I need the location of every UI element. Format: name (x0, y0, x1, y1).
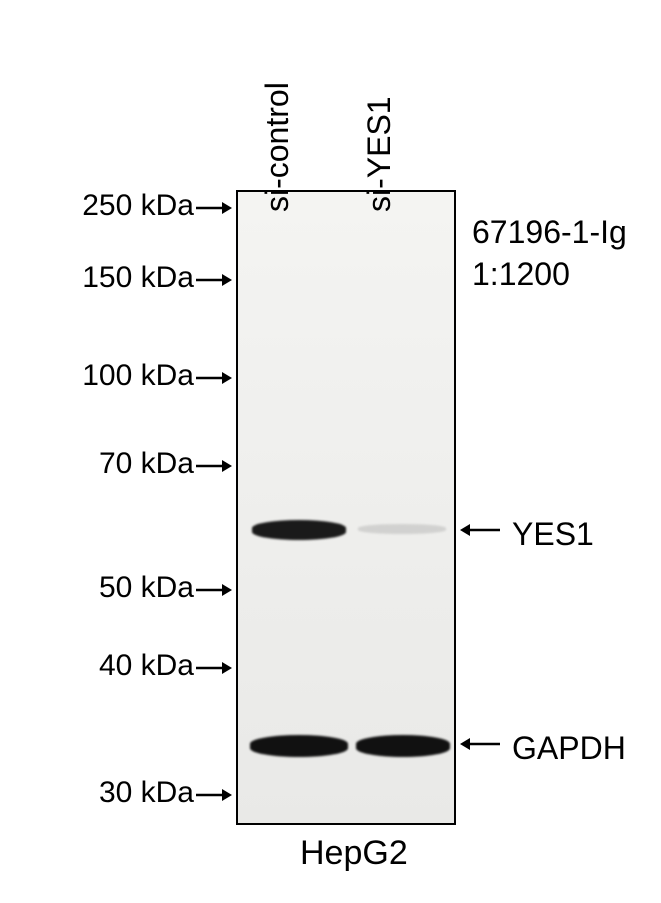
lane-label: si-YES1 (361, 96, 398, 212)
arrow-icon (196, 582, 232, 598)
arrow-icon (196, 370, 232, 386)
band-yes1-siYES1 (358, 524, 446, 534)
blot-membrane (236, 190, 456, 825)
band-gapdh-siYES1 (356, 735, 450, 757)
mw-marker-label: 50 kDa (0, 571, 194, 605)
mw-marker-label: 40 kDa (0, 649, 194, 683)
lane-label: si-control (259, 82, 296, 212)
arrow-icon (196, 200, 232, 216)
band-gapdh-sictrl (250, 735, 348, 757)
band-yes1-sictrl (252, 520, 346, 540)
mw-marker-label: 70 kDa (0, 447, 194, 481)
right-annotation: YES1 (512, 516, 594, 553)
mw-marker-label: 150 kDa (0, 261, 194, 295)
arrow-icon (196, 787, 232, 803)
right-annotation: 67196-1-Ig (472, 214, 627, 251)
mw-marker-label: 100 kDa (0, 359, 194, 393)
mw-marker-label: 250 kDa (0, 189, 194, 223)
arrow-icon (196, 660, 232, 676)
arrow-icon (196, 272, 232, 288)
arrow-icon (460, 736, 500, 752)
arrow-icon (460, 522, 500, 538)
mw-marker-label: 30 kDa (0, 776, 194, 810)
cell-line-label: HepG2 (300, 834, 408, 873)
western-blot-figure: WWW.PTGLAB.COM 250 kDa 150 kDa 100 kDa 7… (0, 0, 661, 903)
arrow-icon (196, 458, 232, 474)
right-annotation: 1:1200 (472, 256, 570, 293)
right-annotation: GAPDH (512, 730, 626, 767)
